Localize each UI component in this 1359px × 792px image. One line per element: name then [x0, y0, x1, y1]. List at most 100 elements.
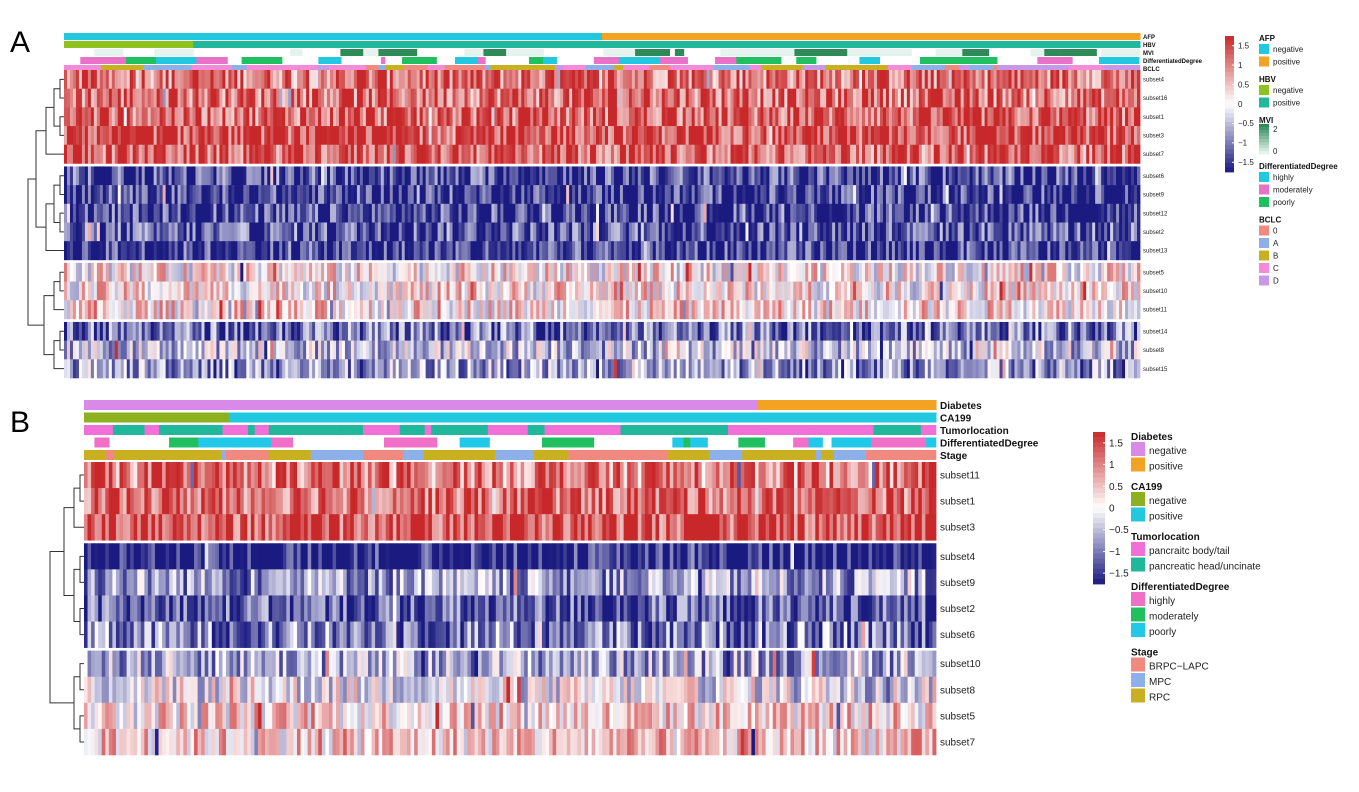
heatmap-cell: [1137, 300, 1141, 320]
heatmap-cell: [769, 281, 773, 301]
heatmap-cell: [204, 281, 208, 301]
heatmap-cell: [183, 222, 187, 242]
heatmap-cell: [536, 166, 540, 186]
heatmap-cell: [350, 88, 355, 108]
heatmap-cell: [312, 262, 316, 282]
heatmap-cell: [449, 88, 453, 108]
heatmap-cell: [703, 144, 708, 164]
heatmap-cell: [954, 166, 959, 186]
heatmap-cell: [264, 88, 268, 108]
heatmap-cell: [144, 262, 149, 282]
heatmap-cell: [590, 262, 594, 282]
heatmap-cell: [736, 70, 740, 89]
heatmap-cell: [440, 107, 444, 127]
heatmap-cell: [312, 144, 316, 164]
heatmap-cell: [1071, 203, 1075, 223]
heatmap-row: [64, 262, 1141, 282]
heatmap-cell: [775, 166, 779, 186]
heatmap-cell: [255, 144, 259, 164]
heatmap-cell: [189, 144, 193, 164]
heatmap-cell: [174, 222, 178, 242]
heatmap-cell: [138, 166, 143, 186]
heatmap-cell: [978, 300, 982, 320]
heatmap-cell: [888, 241, 893, 261]
heatmap-cell: [1092, 281, 1096, 301]
heatmap-cell: [930, 262, 935, 282]
heatmap-cell: [584, 222, 588, 242]
heatmap-cell: [359, 262, 364, 282]
heatmap-cell: [66, 166, 71, 186]
heatmap-cell: [461, 126, 465, 146]
heatmap-cell: [282, 300, 286, 320]
heatmap-cell: [542, 88, 546, 108]
heatmap-cell: [488, 203, 492, 223]
heatmap-cell: [428, 241, 433, 261]
heatmap-cell: [942, 144, 947, 164]
heatmap-cell: [195, 281, 199, 301]
heatmap-cell: [784, 144, 788, 164]
heatmap-cell: [622, 222, 627, 242]
heatmap-cell: [1008, 144, 1012, 164]
heatmap-cell: [856, 185, 860, 205]
heatmap-cell: [1014, 144, 1018, 164]
heatmap-cell: [216, 321, 220, 341]
heatmap-cell: [676, 203, 681, 223]
heatmap-cell: [503, 203, 507, 223]
heatmap-cell: [413, 241, 418, 261]
heatmap-cell: [1071, 126, 1075, 146]
heatmap-cell: [868, 241, 872, 261]
heatmap-cell: [87, 126, 92, 146]
heatmap-cell: [315, 144, 319, 164]
heatmap-cell: [338, 321, 343, 341]
heatmap-cell: [494, 144, 498, 164]
track-segment: [485, 57, 530, 64]
heatmap-cell: [1104, 185, 1108, 205]
heatmap-cell: [368, 300, 373, 320]
heatmap-cell: [81, 126, 86, 146]
heatmap-cell: [945, 144, 950, 164]
heatmap-cell: [240, 166, 244, 186]
heatmap-cell: [969, 70, 974, 89]
heatmap-cell: [602, 144, 606, 164]
heatmap-cell: [78, 262, 83, 282]
heatmap-cell: [697, 70, 702, 89]
heatmap-cell: [135, 262, 140, 282]
heatmap-cell: [1041, 166, 1045, 186]
heatmap-cell: [643, 262, 648, 282]
heatmap-cell: [153, 203, 158, 223]
heatmap-cell: [165, 70, 170, 89]
heatmap-cell: [78, 300, 83, 320]
heatmap-cell: [536, 281, 540, 301]
heatmap-cell: [628, 126, 633, 146]
heatmap-cell: [596, 144, 600, 164]
heatmap-cell: [315, 203, 319, 223]
heatmap-cell: [805, 262, 809, 282]
heatmap-cell: [383, 185, 388, 205]
heatmap-cell: [760, 88, 764, 108]
heatmap-cell: [1107, 300, 1111, 320]
track-segment: [182, 65, 192, 72]
heatmap-cell: [518, 185, 522, 205]
heatmap-cell: [862, 281, 866, 301]
heatmap-cell: [479, 107, 483, 127]
heatmap-cell: [335, 185, 340, 205]
heatmap-cell: [509, 300, 513, 320]
heatmap-cell: [114, 88, 119, 108]
heatmap-cell: [718, 262, 722, 282]
heatmap-cell: [1059, 185, 1063, 205]
heatmap-cell: [727, 203, 731, 223]
heatmap-cell: [876, 107, 881, 127]
heatmap-cell: [455, 262, 459, 282]
heatmap-cell: [685, 70, 690, 89]
heatmap-cell: [536, 262, 540, 282]
heatmap-cell: [784, 88, 788, 108]
heatmap-cell: [374, 222, 379, 242]
heatmap-cell: [682, 70, 687, 89]
heatmap-cell: [921, 185, 926, 205]
heatmap-cell: [416, 166, 421, 186]
heatmap-cell: [581, 126, 585, 146]
heatmap-cell: [1110, 241, 1114, 261]
heatmap-cell: [120, 126, 125, 146]
heatmap-cell: [745, 203, 749, 223]
heatmap-cell: [784, 107, 788, 127]
